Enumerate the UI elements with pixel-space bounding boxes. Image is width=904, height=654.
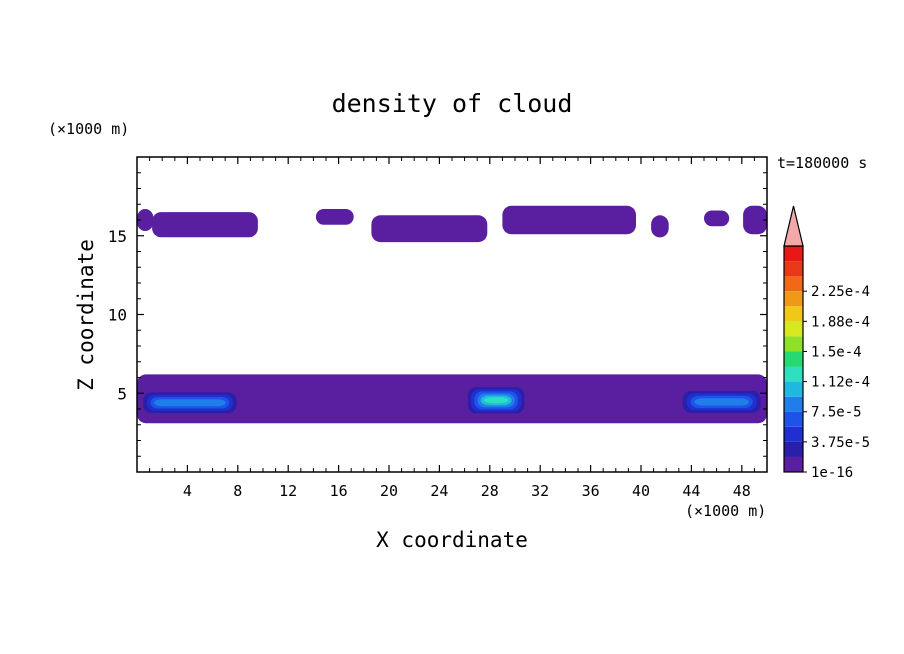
chart-title: density of cloud [332,89,573,118]
colorbar-segment-14 [784,246,803,262]
colorbar-segment-5 [784,381,803,397]
colorbar-extend-triangle [783,205,804,247]
x-tick-label-2: 12 [279,482,297,500]
x-tick-label-6: 28 [481,482,499,500]
y-axis-unit: (×1000 m) [48,120,129,138]
cloud-region-4 [502,205,636,235]
cloud-region-7 [743,205,767,235]
colorbar-label-1: 3.75e-5 [811,435,870,451]
x-axis-unit: (×1000 m) [685,502,766,520]
colorbar-segment-11 [784,291,803,307]
x-tick-label-0: 4 [183,482,192,500]
colorbar-label-3: 1.12e-4 [811,375,870,391]
y-tick-label-2: 15 [108,227,127,246]
x-tick-label-9: 40 [632,482,650,500]
cloud-region-8 [137,374,767,424]
colorbar-segment-4 [784,396,803,412]
colorbar-segment-2 [784,426,803,442]
x-tick-label-5: 24 [430,482,448,500]
colorbar-segment-7 [784,351,803,367]
cloud-regions [137,205,767,424]
colorbar-label-6: 2.25e-4 [811,284,870,300]
y-axis-label: Z coordinate [74,239,98,391]
colorbar-segment-3 [784,411,803,427]
x-tick-label-10: 44 [682,482,700,500]
x-axis-label: X coordinate [376,528,528,552]
x-tick-label-11: 48 [733,482,751,500]
cloud-region-9-band-4 [154,399,226,407]
colorbar: 1e-16 3.75e-5 7.5e-5 1.12e-4 1.5e-4 1.88e-4 2.… [783,205,870,481]
colorbar-segment-0 [784,456,803,472]
colorbar-segment-6 [784,366,803,382]
x-tick-label-7: 32 [531,482,549,500]
cloud-region-6 [704,210,730,227]
y-tick-label-1: 10 [108,306,127,325]
cloud-region-10-band-6 [483,397,509,404]
x-tick-label-1: 8 [233,482,242,500]
x-tick-label-8: 36 [582,482,600,500]
y-tick-label-0: 5 [117,384,127,403]
cloud-region-0 [137,209,154,231]
colorbar-label-4: 1.5e-4 [811,344,862,360]
cloud-region-5 [651,215,669,238]
time-label: t=180000 s [777,154,867,172]
colorbar-segment-10 [784,306,803,322]
x-tick-label-4: 20 [380,482,398,500]
colorbar-label-0: 1e-16 [811,465,853,481]
colorbar-segment-9 [784,321,803,337]
cloud-region-2 [315,209,354,225]
colorbar-segment-13 [784,261,803,277]
x-tick-label-3: 16 [330,482,348,500]
cloud-region-11-band-4 [694,398,749,406]
cloud-region-1 [152,212,258,238]
colorbar-segment-8 [784,336,803,352]
colorbar-label-5: 1.88e-4 [811,314,870,330]
colorbar-label-2: 7.5e-5 [811,405,862,421]
plot-frame [136,156,768,473]
plot-background [137,157,767,472]
cloud-region-3 [371,215,488,243]
colorbar-segment-1 [784,441,803,457]
colorbar-segment-12 [784,276,803,292]
